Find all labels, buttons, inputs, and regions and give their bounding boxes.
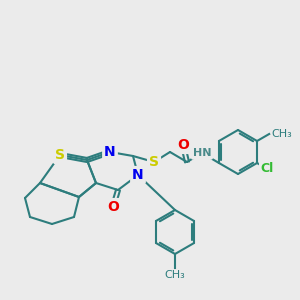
Text: S: S — [55, 148, 65, 162]
Text: HN: HN — [193, 148, 211, 158]
Text: O: O — [177, 138, 189, 152]
Text: S: S — [149, 155, 159, 169]
Text: Cl: Cl — [261, 163, 274, 176]
Text: N: N — [132, 168, 144, 182]
Text: CH₃: CH₃ — [271, 129, 292, 139]
Text: CH₃: CH₃ — [165, 270, 185, 280]
Text: O: O — [107, 200, 119, 214]
Text: N: N — [104, 145, 116, 159]
